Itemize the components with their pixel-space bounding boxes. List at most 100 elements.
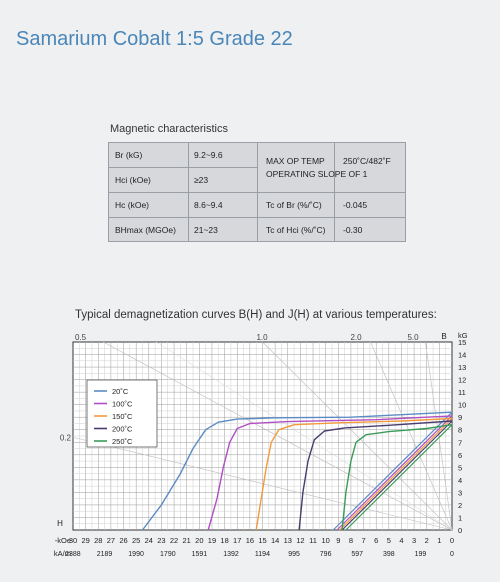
x-tick-label-koe: 30 bbox=[69, 536, 77, 545]
x-tick-label-koe: 21 bbox=[183, 536, 191, 545]
y-tick-label: 1 bbox=[458, 513, 462, 522]
x-tick-label-koe: 17 bbox=[233, 536, 241, 545]
x-tick-label-kam: 1591 bbox=[192, 551, 208, 558]
x-tick-label-koe: 18 bbox=[220, 536, 228, 545]
load-line bbox=[156, 341, 453, 531]
x-tick-label-koe: 2 bbox=[425, 536, 429, 545]
x-tick-label-koe: 24 bbox=[145, 536, 153, 545]
x-tick-label-kam: 199 bbox=[415, 551, 427, 558]
chart-title: Typical demagnetization curves B(H) and … bbox=[75, 309, 437, 321]
tc-br-value: -0.045 bbox=[343, 200, 368, 210]
x-tick-label-kam: 398 bbox=[383, 551, 395, 558]
tc-br-label: Tc of Br (%/˚C) bbox=[266, 200, 322, 210]
y-tick-label: 12 bbox=[458, 376, 466, 385]
x-tick-label-koe: 3 bbox=[412, 536, 416, 545]
j-curve-0 bbox=[141, 411, 453, 531]
y-tick-label: 5 bbox=[458, 463, 462, 472]
load-line-label: 2.0 bbox=[350, 333, 362, 342]
operating-slope: OPERATING SLOPE OF 1 bbox=[266, 169, 368, 179]
x-tick-label-koe: 14 bbox=[271, 536, 279, 545]
x-tick-label-koe: 10 bbox=[321, 536, 329, 545]
load-line-label: 1.0 bbox=[256, 333, 268, 342]
x-tick-label-kam: 1790 bbox=[160, 551, 176, 558]
x-tick-label-koe: 7 bbox=[361, 536, 365, 545]
y-tick-label: 7 bbox=[458, 438, 462, 447]
b-line-0 bbox=[332, 411, 453, 531]
legend-label: 200˚C bbox=[112, 425, 133, 434]
x-tick-label-koe: 8 bbox=[349, 536, 353, 545]
y-axis-label: B bbox=[441, 332, 446, 341]
x-tick-label-kam: 0 bbox=[450, 551, 454, 558]
magnetic-characteristics-table: Br (kG) 9.2~9.6 Hci (kOe) ≥23 Hc (kOe) 8… bbox=[108, 142, 406, 242]
tc-hci-label: Tc of Hci (%/˚C) bbox=[266, 225, 326, 235]
y-unit-label: kG bbox=[458, 331, 468, 340]
b-line-2 bbox=[339, 418, 453, 531]
x-tick-label-kam: 1194 bbox=[255, 551, 270, 558]
x-unit-label: kA/m bbox=[54, 549, 71, 558]
hci-label: Hci (kOe) bbox=[115, 175, 151, 185]
bhmax-label: BHmax (MGOe) bbox=[115, 225, 176, 235]
x-tick-label-koe: 25 bbox=[132, 536, 140, 545]
legend-label: 20˚C bbox=[112, 387, 129, 396]
y-tick-label: 0 bbox=[458, 526, 462, 535]
x-tick-label-koe: 22 bbox=[170, 536, 178, 545]
x-tick-label-kam: 1990 bbox=[128, 551, 144, 558]
tc-hci-value: -0.30 bbox=[343, 225, 363, 235]
page-title: Samarium Cobalt 1:5 Grade 22 bbox=[16, 28, 293, 50]
j-curve-2 bbox=[255, 417, 453, 531]
max-op-temp-label: MAX OP TEMP bbox=[266, 156, 325, 166]
x-tick-label-koe: 4 bbox=[399, 536, 403, 545]
b-line-1 bbox=[336, 415, 453, 531]
x-tick-label-kam: 597 bbox=[351, 551, 363, 558]
load-line bbox=[72, 436, 453, 531]
load-line bbox=[262, 341, 453, 531]
x-tick-label-koe: 15 bbox=[258, 536, 266, 545]
x-unit-label: -kOe bbox=[55, 536, 71, 545]
legend-label: 150˚C bbox=[112, 412, 133, 421]
y-tick-label: 8 bbox=[458, 426, 462, 435]
hc-value: 8.6~9.4 bbox=[194, 200, 223, 210]
x-tick-label-koe: 26 bbox=[119, 536, 127, 545]
y-tick-label: 11 bbox=[458, 388, 466, 397]
y-tick-label: 3 bbox=[458, 488, 462, 497]
x-tick-label-koe: 29 bbox=[81, 536, 89, 545]
y-tick-label: 14 bbox=[458, 351, 466, 360]
x-tick-label-koe: 0 bbox=[450, 536, 454, 545]
y-tick-label: 4 bbox=[458, 476, 462, 485]
load-line-label: 5.0 bbox=[407, 333, 419, 342]
x-tick-label-kam: 2388 bbox=[65, 551, 81, 558]
x-tick-label-koe: 19 bbox=[208, 536, 216, 545]
legend: 20˚C 100˚C 150˚C 200˚C 250˚C bbox=[86, 379, 158, 448]
load-line-label: 0.5 bbox=[75, 333, 87, 342]
x-tick-label-kam: 2189 bbox=[97, 551, 113, 558]
legend-label: 250˚C bbox=[112, 437, 133, 446]
x-axis-label: H bbox=[57, 519, 63, 528]
magnetic-characteristics-heading: Magnetic characteristics bbox=[110, 123, 228, 135]
bhmax-value: 21~23 bbox=[194, 225, 218, 235]
x-tick-label-kam: 995 bbox=[288, 551, 300, 558]
b-line-3 bbox=[341, 420, 453, 531]
x-tick-label-koe: 11 bbox=[309, 536, 317, 545]
legend-label: 100˚C bbox=[112, 400, 133, 409]
load-line bbox=[370, 341, 453, 531]
j-curve-4 bbox=[341, 424, 453, 531]
br-label: Br (kG) bbox=[115, 150, 143, 160]
y-tick-label: 9 bbox=[458, 413, 462, 422]
x-tick-label-koe: 5 bbox=[387, 536, 391, 545]
j-curve-3 bbox=[298, 420, 453, 531]
hci-value: ≥23 bbox=[194, 175, 209, 185]
x-tick-label-koe: 28 bbox=[94, 536, 102, 545]
x-tick-label-koe: 13 bbox=[284, 536, 292, 545]
load-line bbox=[103, 341, 453, 531]
y-tick-label: 6 bbox=[458, 451, 462, 460]
load-line-label: 0.2 bbox=[60, 433, 72, 442]
br-value: 9.2~9.6 bbox=[194, 150, 223, 160]
x-tick-label-koe: 1 bbox=[437, 536, 441, 545]
x-tick-label-koe: 6 bbox=[374, 536, 378, 545]
max-op-temp-value: 250˚C/482˚F bbox=[343, 156, 391, 166]
x-tick-label-koe: 27 bbox=[107, 536, 115, 545]
x-tick-label-kam: 796 bbox=[320, 551, 332, 558]
y-tick-label: 15 bbox=[458, 338, 466, 347]
x-tick-label-koe: 9 bbox=[336, 536, 340, 545]
b-line-4 bbox=[345, 424, 453, 531]
